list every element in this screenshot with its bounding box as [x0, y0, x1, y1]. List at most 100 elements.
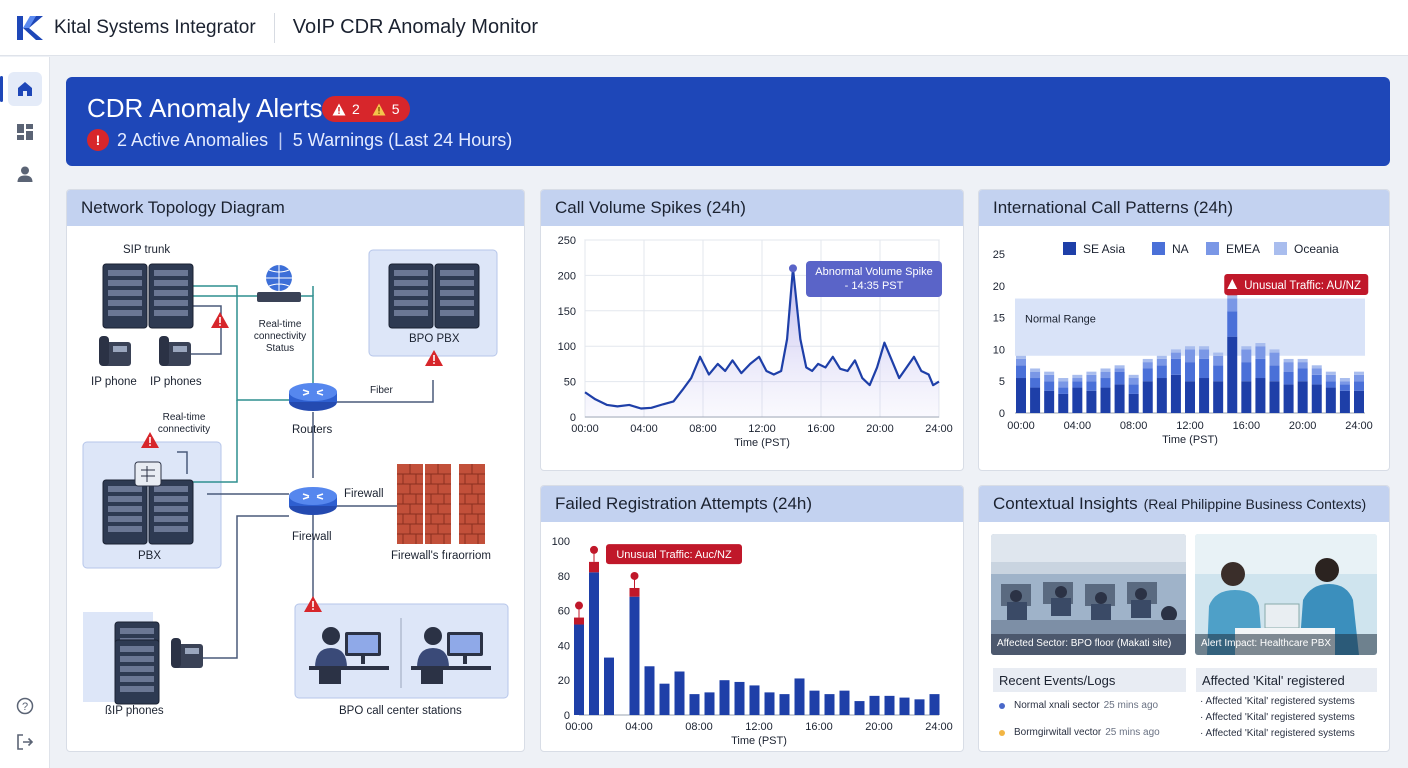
- stacked-bar-segment: [1086, 381, 1097, 391]
- stacked-bar-segment: [1227, 311, 1238, 337]
- bpo-office-image: [991, 534, 1186, 655]
- legend-swatch: [1274, 242, 1287, 255]
- volume-area: [585, 268, 939, 417]
- stacked-bar-segment: [1128, 384, 1139, 394]
- failed-bar: [884, 695, 895, 715]
- failed-bar: [719, 680, 730, 715]
- y-tick-label: 80: [558, 571, 570, 583]
- stacked-bar-segment: [1269, 381, 1280, 413]
- stacked-bar-segment: [1142, 362, 1153, 369]
- x-tick-label: 16:00: [805, 721, 833, 733]
- failed-bar: [704, 692, 715, 715]
- anomaly-annotation-text: Unusual Traffic: Auc/NZ: [616, 549, 732, 561]
- stacked-bar-segment: [1030, 378, 1041, 388]
- legend-swatch: [1152, 242, 1165, 255]
- stacked-bar-segment: [1297, 362, 1308, 369]
- stacked-bar-segment: [1128, 393, 1139, 413]
- stacked-bar-segment: [1156, 378, 1167, 413]
- sidebar-item-dashboard[interactable]: [8, 115, 42, 149]
- anomaly-annotation: [606, 544, 742, 565]
- intl-panel: International Call Patterns (24h) Normal…: [978, 189, 1390, 471]
- stacked-bar-segment: [1213, 381, 1224, 413]
- alert-count-badge[interactable]: 2 5: [322, 96, 410, 122]
- intl-title: International Call Patterns (24h): [979, 190, 1389, 226]
- failed-reg-title: Failed Registration Attempts (24h): [541, 486, 963, 522]
- stacked-bar-segment: [1030, 368, 1041, 372]
- sidebar-item-help[interactable]: ?: [8, 689, 42, 723]
- fiber-label: Fiber: [370, 385, 393, 396]
- stacked-bar-segment: [1142, 381, 1153, 413]
- realtime-connectivity-label: Real-time connectivity: [157, 412, 211, 435]
- failed-bar: [839, 690, 850, 715]
- legend-swatch: [1063, 242, 1076, 255]
- y-tick-label: 20: [558, 675, 570, 687]
- stacked-bar-segment: [1283, 371, 1294, 385]
- x-tick-label: 12:00: [748, 423, 776, 435]
- failed-reg-panel: Failed Registration Attempts (24h) 0 20 40…: [540, 485, 964, 752]
- event-time: 25 mins ago: [1105, 727, 1160, 738]
- stacked-bar-segment: [1325, 371, 1336, 375]
- realtime-status-label: Real-time connectivity Status: [253, 319, 307, 354]
- stacked-bar-segment: [1185, 381, 1195, 413]
- stacked-bar-segment: [1142, 368, 1153, 382]
- header-divider: [273, 12, 275, 43]
- help-icon: ?: [16, 697, 34, 715]
- anomaly-marker: [630, 571, 639, 580]
- healthcare-image: [1195, 534, 1377, 655]
- stacked-bar-segment: [1354, 390, 1364, 413]
- failed-bar: [749, 685, 760, 715]
- stacked-bar-segment: [1016, 365, 1026, 379]
- event-text: Bormgirwitall vector: [1014, 727, 1102, 738]
- x-tick-label: 00:00: [1007, 420, 1035, 432]
- anomaly-marker: [590, 545, 598, 554]
- legend-label: EMEA: [1226, 242, 1260, 256]
- anomaly-count: 2: [352, 101, 360, 117]
- stacked-bar-segment: [1142, 358, 1153, 363]
- sidebar-item-home[interactable]: [0, 72, 42, 106]
- events-title: Recent Events/Logs: [993, 668, 1186, 692]
- stacked-bar-segment: [1241, 346, 1252, 350]
- ip-phones-bottom-label: ßIP phones: [105, 705, 164, 717]
- insights-header: Contextual Insights (Real Philippine Bus…: [979, 486, 1389, 522]
- stacked-bar-segment: [1339, 378, 1350, 382]
- stacked-bar-segment: [1072, 374, 1083, 379]
- stacked-bar-segment: [1170, 358, 1181, 375]
- stacked-bar-segment: [1044, 381, 1055, 391]
- failed-bar: [794, 678, 805, 715]
- volume-spike-annotation[interactable]: Abnormal Volume Spike - 14:35 PST: [806, 261, 942, 297]
- firewall-link-label: Firewall: [344, 488, 384, 500]
- stacked-bar-segment: [1255, 343, 1266, 347]
- sidebar-item-user[interactable]: [8, 157, 42, 191]
- stacked-bar-segment: [1297, 368, 1308, 382]
- legend-swatch: [1206, 242, 1219, 255]
- x-tick-label: 24:00: [1345, 420, 1373, 432]
- top-bar: Kital Systems Integrator VoIP CDR Anomal…: [0, 0, 1408, 56]
- event-dot: [999, 729, 1005, 736]
- event-row[interactable]: Bormgirwitall vector 25 mins ago: [999, 727, 1160, 738]
- anomaly-bar: [629, 587, 640, 597]
- stacked-bar-segment: [1227, 298, 1238, 312]
- stacked-bar-segment: [1016, 378, 1026, 413]
- kital-logo[interactable]: [16, 14, 44, 42]
- event-row[interactable]: Normal xnali sector 25 mins ago: [999, 700, 1158, 711]
- bpo-floor-photo[interactable]: Affected Sector: BPO floor (Makati site): [991, 534, 1186, 655]
- stacked-bar-segment: [1185, 346, 1195, 350]
- affected-item: · Affected 'Kital' registered systems: [1200, 712, 1355, 723]
- ip-phone-label: IP phone: [91, 376, 137, 388]
- x-tick-label: 00:00: [565, 721, 593, 733]
- stacked-bar-segment: [1086, 371, 1097, 375]
- stacked-bar-segment: [1156, 358, 1167, 366]
- stacked-bar-segment: [1100, 378, 1111, 388]
- failed-bar: [604, 657, 614, 715]
- user-icon: [17, 166, 33, 182]
- company-name: Kital Systems Integrator: [54, 16, 256, 38]
- x-tick-label: 12:00: [1176, 420, 1204, 432]
- failed-bar: [734, 681, 745, 715]
- failed-bar: [809, 690, 820, 715]
- failed-bar: [644, 666, 655, 715]
- sidebar-item-logout[interactable]: [8, 725, 42, 759]
- healthcare-photo[interactable]: Alert Impact: Healthcare PBX: [1195, 534, 1377, 655]
- stacked-bar-segment: [1213, 365, 1224, 382]
- routers-label: Routers: [292, 424, 333, 436]
- firewall-label: Firewall: [292, 531, 332, 543]
